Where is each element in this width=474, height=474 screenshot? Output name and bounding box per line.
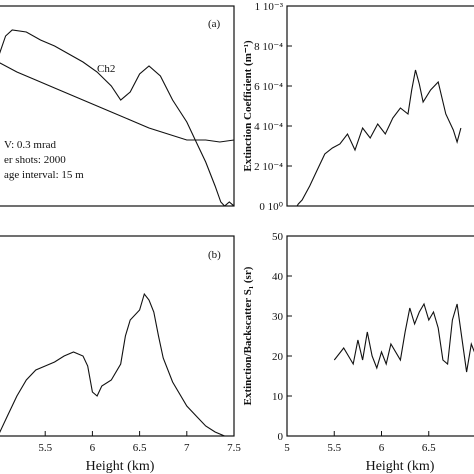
y-tick-label-ext-3: 6 10⁻⁴	[254, 81, 283, 93]
y-tick-label-s1-1: 10	[272, 391, 284, 403]
panel-s1-ylabel: Extinction/Backscatter S₁ (sr)	[242, 266, 254, 405]
panel-a-annotation-2: er shots: 2000	[4, 154, 66, 166]
x-tick-label-b-1: 6	[90, 442, 96, 454]
y-tick-label-ext-4: 8 10⁻⁴	[254, 41, 283, 53]
y-tick-label-s1-2: 20	[272, 351, 284, 363]
panel-b-xlabel: Height (km)	[86, 459, 155, 474]
y-tick-label-ext-1: 2 10⁻⁴	[254, 161, 283, 173]
x-tick-label-s1-0: 5	[284, 442, 290, 454]
panel-s1: Extinction/Backscatter S₁ (sr) Height (k…	[242, 231, 474, 474]
y-tick-label-s1-0: 0	[278, 431, 284, 443]
panel-a-tag: (a)	[208, 18, 221, 30]
panel-extinction: Extinction Coefficient (m⁻¹) 0 10⁰ 2 10⁻⁴…	[242, 1, 474, 213]
x-tick-label-b-4: 7.5	[227, 442, 241, 454]
series-line-b-0	[0, 292, 234, 436]
y-tick-label-s1-5: 50	[272, 231, 284, 243]
y-tick-label-ext-0: 0 10⁰	[259, 201, 283, 213]
x-tick-label-s1-2: 6	[379, 442, 385, 454]
panel-s1-xlabel: Height (km)	[366, 459, 435, 474]
series-line-ext-0	[296, 69, 462, 206]
panel-s1-frame	[286, 235, 474, 437]
series-line-s1-0	[333, 302, 474, 373]
x-tick-label-b-3: 7	[184, 442, 190, 454]
panel-a-frame	[0, 5, 235, 207]
x-tick-label-s1-3: 6.5	[422, 442, 436, 454]
panel-a-annotation-3: age interval: 15 m	[4, 169, 84, 181]
panel-a: (a) Ch2 V: 0.3 mrad er shots: 2000 age i…	[0, 5, 235, 207]
series-line-a-1	[0, 62, 234, 143]
panel-b-tag: (b)	[208, 249, 221, 261]
series-line-a-0	[0, 29, 234, 206]
y-tick-label-ext-5: 1 10⁻³	[255, 1, 284, 13]
x-tick-label-s1-1: 5.5	[327, 442, 341, 454]
panel-extinction-frame	[286, 5, 474, 207]
panel-b-frame	[0, 235, 235, 437]
panel-extinction-ylabel: Extinction Coefficient (m⁻¹)	[242, 40, 254, 172]
x-tick-label-b-2: 6.5	[133, 442, 147, 454]
panel-a-series-label: Ch2	[97, 63, 115, 75]
y-tick-label-s1-3: 30	[272, 311, 284, 323]
y-tick-label-s1-4: 40	[272, 271, 284, 283]
panel-a-annotation-1: V: 0.3 mrad	[4, 139, 57, 151]
y-tick-label-ext-2: 4 10⁻⁴	[254, 121, 283, 133]
panel-b: (b) Height (km) 5.5 6 6.5 7 7.5	[0, 235, 241, 474]
x-tick-label-b-0: 5.5	[38, 442, 52, 454]
